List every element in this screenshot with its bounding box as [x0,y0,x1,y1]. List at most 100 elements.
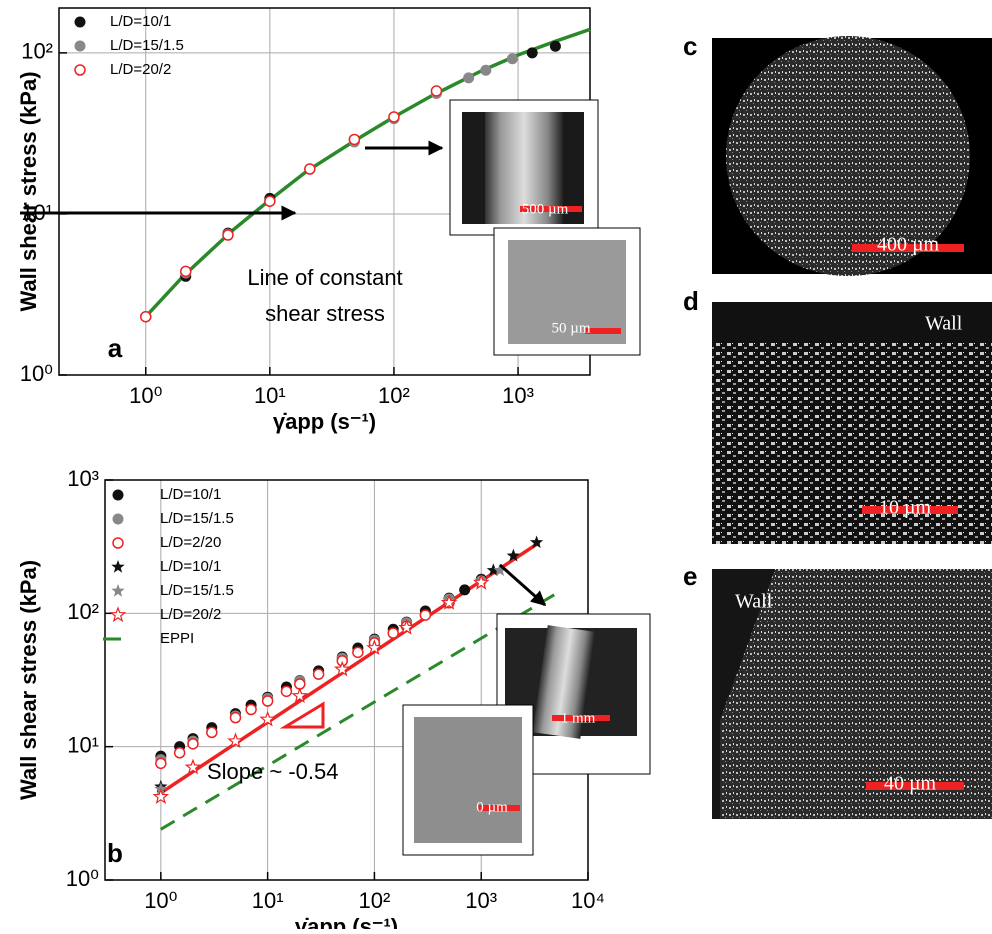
point [264,195,276,207]
legend-label: L/D=10/1 [110,13,171,30]
x-tick-label: 10³ [502,383,534,408]
panel-label: a [108,333,123,363]
point [291,687,309,703]
y-tick-label: 10⁰ [20,361,53,386]
point [155,757,167,770]
point [280,685,293,698]
x-axis-title: γ̇app (s⁻¹) [295,914,398,929]
scale-text: 10 µm [879,497,932,519]
point [227,732,244,749]
scale-text: 500 µm [522,201,569,217]
point [480,64,492,76]
legend-symbol [112,537,124,549]
point [493,563,507,576]
point [179,265,192,278]
fit-line [159,541,541,795]
point [184,758,202,775]
point [549,40,561,52]
annotation: Slope ~ -0.54 [207,759,338,784]
point [139,310,152,323]
y-axis-title: Wall shear stress (kPa) [16,71,41,311]
x-tick-label: 10⁴ [571,888,605,913]
point [526,47,538,59]
legend-label: L/D=15/1.5 [160,510,234,527]
x-tick-label: 10² [378,383,410,408]
inset: 1 mm 0 µm [402,613,651,856]
panel-label: e [683,561,697,591]
legend-label: L/D=10/1 [160,558,221,575]
point [440,594,458,610]
point [463,72,475,84]
slope-triangle [279,701,325,729]
wall-label: Wall [735,591,773,613]
annotation: Line of constant [247,265,402,290]
point [348,133,361,146]
legend-label: L/D=20/2 [160,606,221,623]
panel-label: c [683,31,697,61]
x-tick-label: 10⁰ [129,383,162,408]
point [506,548,520,562]
x-tick-label: 10⁰ [144,888,177,913]
y-tick-label: 10¹ [67,732,99,757]
point [245,703,257,716]
point [333,660,351,677]
x-tick-label: 10³ [465,888,497,913]
wall-label: Wall [925,313,963,335]
legend-symbol [74,64,86,76]
point [206,726,218,739]
point [304,163,316,175]
x-axis-title: γ̇app (s⁻¹) [273,409,376,434]
arrow [499,563,547,607]
y-tick-label: 10² [21,39,53,64]
y-tick-label: 10² [67,599,99,624]
point [152,788,170,805]
micrograph [712,302,992,544]
point [173,747,186,759]
x-tick-label: 10¹ [252,888,284,913]
point [419,609,432,621]
point [352,646,364,659]
point [529,535,544,549]
legend-symbol [112,489,124,501]
legend-label: EPPI [160,630,194,647]
x-tick-label: 10¹ [254,383,286,408]
legend-symbol [109,606,127,623]
scale-text: 0 µm [476,799,508,815]
annotation: shear stress [265,301,385,326]
point [387,627,399,639]
legend-label: L/D=10/1 [160,486,221,503]
y-tick-label: 10³ [67,466,99,491]
legend-label: L/D=15/1.5 [110,37,184,54]
point [472,573,490,590]
point [229,711,242,724]
legend-symbol [74,40,86,52]
y-axis-title: Wall shear stress (kPa) [16,560,41,800]
point [222,229,234,241]
legend-label: L/D=20/2 [110,61,171,78]
point [506,53,518,65]
scale-text: 50 µm [551,320,590,336]
point [430,85,443,97]
point [366,639,383,655]
panel-label: d [683,286,699,316]
point [388,111,400,123]
legend-label: L/D=15/1.5 [160,582,234,599]
point [312,668,325,680]
legend-symbol [111,560,125,573]
point [259,710,276,727]
legend-label: L/D=2/20 [160,534,221,551]
y-tick-label: 10⁰ [66,866,99,891]
scale-text: 40 µm [884,773,937,795]
point [261,695,274,707]
legend-symbol [111,584,125,597]
point [459,584,471,596]
legend-symbol [112,513,124,525]
point [187,738,199,750]
panel-label: b [107,838,123,868]
scale-text: 1 mm [561,710,596,726]
legend-symbol [74,16,86,28]
scale-text: 400 µm [877,234,940,256]
x-tick-label: 10² [359,888,391,913]
point [486,563,500,576]
